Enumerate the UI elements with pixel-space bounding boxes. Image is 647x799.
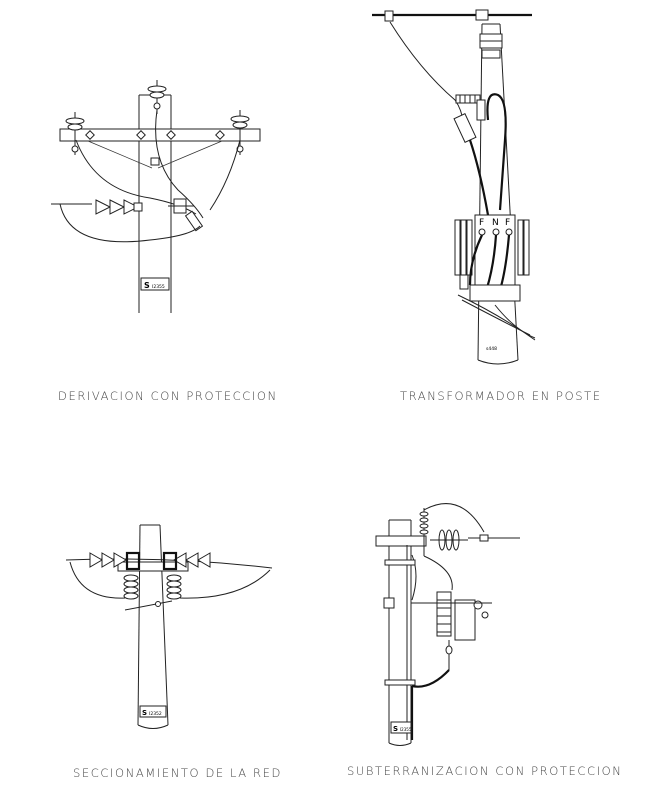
pole-code-text: s448 — [486, 346, 497, 352]
crossarm — [375, 535, 427, 547]
jumper-center — [155, 109, 204, 219]
crossarm — [59, 128, 261, 142]
pole-code-text: I2355 — [400, 727, 412, 732]
pole-plate — [140, 277, 170, 291]
fuse-cutout — [453, 113, 477, 143]
caption-transformador: TRANSFORMADOR EN POSTE — [400, 389, 602, 403]
tank-label-n: N — [492, 218, 499, 228]
caption-seccionamiento: SECCIONAMIENTO DE LA RED — [73, 766, 282, 780]
crossarm — [117, 561, 189, 572]
switch-right — [162, 551, 178, 571]
fuse-cutout — [184, 210, 204, 232]
crossarm-bolt-center2 — [166, 130, 176, 140]
tank-label-f2: F — [505, 218, 510, 228]
shackle — [133, 202, 143, 212]
pole-band-1 — [384, 559, 416, 566]
lead-heavy-2 — [468, 139, 490, 216]
pole-base — [477, 359, 519, 365]
suspension-insulator-left — [123, 574, 139, 600]
surge-arrester — [455, 94, 481, 104]
jumper-top — [423, 503, 485, 533]
caption-subterranizacion: SUBTERRANIZACION CON PROTECCION — [347, 764, 623, 778]
vertical-insulator — [419, 508, 429, 556]
jumper-right — [179, 569, 271, 599]
cable-riser-top — [411, 669, 450, 688]
deadend-insulator-1 — [95, 199, 140, 215]
jumper-right — [209, 139, 241, 211]
service-drop-3 — [494, 304, 536, 339]
pole-plate — [390, 721, 412, 734]
bracket — [476, 99, 486, 121]
insulator-left — [65, 112, 85, 155]
insulator-center — [147, 80, 167, 114]
pole-code-text: I2355 — [152, 284, 165, 290]
tie-rod — [124, 600, 173, 611]
panel-derivacion: S I2355 — [51, 80, 261, 313]
cutout-hinge — [481, 611, 489, 619]
top-insulator — [475, 9, 489, 21]
pole-tag-text: S — [144, 281, 150, 290]
arm-clamp — [383, 597, 395, 609]
pole-right-edge — [499, 23, 519, 361]
crossarm-bolt-left — [85, 130, 95, 140]
panel-transformador: F N F s448 — [372, 9, 536, 365]
insulator-right — [230, 110, 250, 155]
line-clamp — [384, 10, 394, 22]
crossarm-bolt-right — [215, 130, 225, 140]
pole-band-2 — [384, 679, 416, 686]
suspension-insulator-right — [166, 574, 182, 600]
secondary-lead-2 — [485, 234, 498, 289]
surge-arrester — [436, 591, 452, 637]
meter-box — [459, 274, 469, 290]
jumper-to-cutout — [423, 555, 453, 591]
pole-bolt — [150, 157, 160, 166]
crossarm-bolt-center — [136, 130, 146, 140]
brace-left — [87, 140, 153, 169]
lateral-loop — [59, 203, 201, 243]
panel-seccionamiento: S I2352 — [65, 524, 273, 729]
jumper-left — [69, 561, 126, 599]
panel-subterranizacion: S I2355 — [375, 503, 520, 746]
tie-rod-bolt — [155, 601, 161, 607]
caption-derivacion: DERIVACION CON PROTECCION — [58, 389, 278, 403]
tank-label-f1: F — [479, 218, 484, 228]
switch-left — [125, 551, 141, 571]
pole-tag-text: S — [142, 709, 147, 717]
deadend-insulators-left — [89, 552, 127, 568]
lead-heavy-1 — [486, 93, 507, 211]
brace-right — [157, 140, 223, 169]
deadend-insulators-right — [173, 552, 211, 568]
pole-left-edge — [477, 23, 483, 361]
fuse-cutout — [454, 599, 476, 641]
pole-tag-text: S — [393, 725, 398, 733]
drop-wire — [389, 21, 464, 123]
pole-base — [137, 724, 169, 729]
pole-code-text: I2352 — [149, 711, 162, 717]
pole-plate — [139, 705, 167, 718]
crossarm-stack — [479, 33, 503, 59]
horizontal-insulator — [430, 529, 468, 551]
mounting-bracket — [469, 284, 521, 302]
terminal — [445, 645, 453, 655]
pole-base — [388, 742, 412, 746]
pole-right-edge — [159, 524, 169, 726]
secondary-lead-1 — [468, 234, 483, 286]
riser-loop — [411, 554, 417, 601]
line-clamp — [479, 534, 489, 542]
cutout-eye — [473, 600, 483, 610]
